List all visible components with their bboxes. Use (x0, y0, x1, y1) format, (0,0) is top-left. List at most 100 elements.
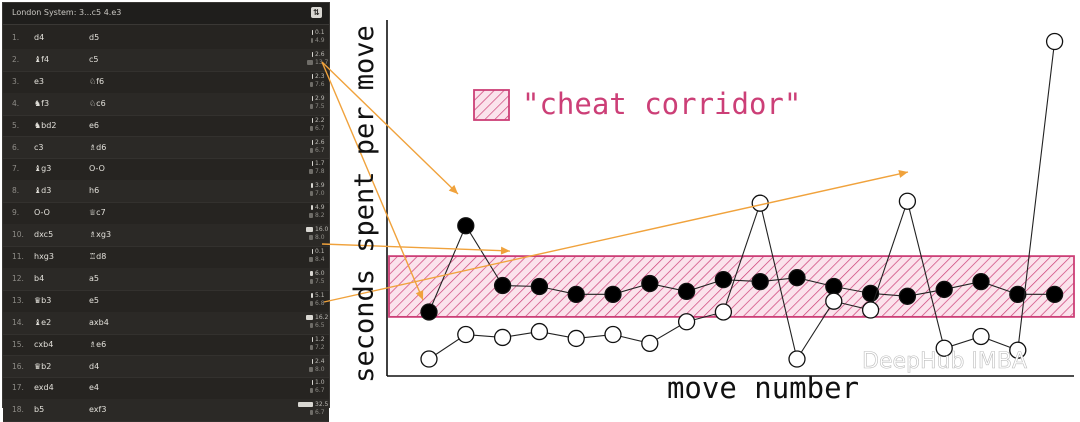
move-list-header: London System: 3...c5 4.e3 ⇅ (3, 3, 329, 25)
white-time: 3.9 (315, 182, 325, 190)
black-move[interactable]: e4 (89, 383, 100, 393)
black-time-bar (310, 322, 313, 328)
white-time: 1.0 (315, 379, 325, 387)
black-move[interactable]: ♕c7 (89, 208, 106, 218)
black-move[interactable]: ♗xg3 (89, 230, 112, 240)
black-time-bar (309, 235, 313, 241)
white-time-point (567, 329, 585, 348)
black-time-point (751, 272, 769, 291)
black-move[interactable]: e6 (89, 120, 100, 130)
white-time-bar (311, 161, 313, 167)
piece-icon: ♛ (34, 361, 42, 371)
move-row[interactable]: 16. ♛b2 d4 2.4 8.0 (3, 355, 329, 379)
black-time: 8.4 (315, 256, 325, 263)
black-time: 4.9 (315, 37, 325, 44)
series-black-times (420, 217, 1064, 321)
white-time: 0.1 (315, 248, 325, 255)
black-move[interactable]: O-O (89, 164, 105, 174)
black-move[interactable]: d4 (89, 361, 100, 371)
white-move[interactable]: ♝d3 (34, 186, 52, 196)
white-time: 2.3 (315, 72, 325, 80)
white-time-bar (311, 117, 313, 123)
piece-icon: ♝ (34, 186, 42, 196)
legend-label: "cheat corridor" (522, 87, 801, 121)
piece-icon: ♕ (89, 208, 97, 218)
move-number: 10. (12, 230, 24, 240)
move-number: 12. (12, 273, 24, 283)
white-time-bar (311, 336, 313, 342)
black-move[interactable]: e5 (89, 295, 100, 305)
white-time-bar (310, 292, 313, 298)
move-number: 7. (12, 164, 20, 174)
white-time-point (530, 322, 549, 341)
white-move[interactable]: ♛b2 (34, 361, 52, 371)
white-move[interactable]: ♞bd2 (34, 120, 57, 130)
black-move[interactable]: ♗e6 (89, 339, 107, 349)
series-white-times (420, 32, 1064, 368)
white-time-point (493, 328, 512, 347)
white-move[interactable]: c3 (34, 142, 44, 152)
black-move[interactable]: ♘f6 (89, 76, 105, 86)
black-time: 6.7 (315, 409, 325, 417)
white-time: 2.9 (315, 94, 325, 102)
opening-name: London System: 3...c5 4.e3 (12, 8, 122, 17)
arrow-move2-white (321, 61, 424, 301)
black-time-point (935, 280, 953, 299)
black-move[interactable]: ♗d6 (89, 142, 107, 152)
move-row[interactable]: 8. ♝d3 h6 3.9 7.0 (3, 180, 329, 204)
x-axis-label: move number (667, 371, 859, 405)
move-row[interactable]: 12. b4 a5 6.0 7.5 (3, 267, 329, 291)
white-time: 1.2 (315, 335, 325, 343)
black-move[interactable]: d5 (89, 33, 100, 42)
black-move[interactable]: a5 (89, 273, 99, 283)
black-move[interactable]: ♘c6 (89, 98, 106, 108)
black-move[interactable]: axb4 (89, 317, 109, 327)
arrow-move10-white (321, 243, 511, 255)
white-move[interactable]: exd4 (34, 383, 54, 393)
black-time-bar (309, 125, 313, 131)
white-move[interactable]: ♛b3 (34, 295, 52, 305)
white-move[interactable]: ♞f3 (34, 98, 50, 108)
white-move[interactable]: O-O (34, 208, 50, 218)
move-number: 4. (12, 98, 20, 108)
black-move[interactable]: ♖d8 (89, 252, 107, 261)
black-time: 8.0 (315, 365, 325, 373)
piece-icon: ♞ (34, 120, 42, 130)
white-move[interactable]: ♝e2 (34, 317, 52, 327)
move-row[interactable]: 10. dxc5 ♗xg3 16.0 8.0 (3, 224, 329, 247)
black-time-point (530, 277, 549, 296)
move-number: 13. (12, 295, 24, 305)
white-move[interactable]: e3 (34, 76, 45, 86)
white-move[interactable]: hxg3 (34, 252, 54, 261)
black-time-bar (309, 169, 313, 175)
white-move[interactable]: d4 (34, 33, 45, 42)
white-move[interactable]: cxb4 (34, 339, 54, 349)
white-time-bar (311, 73, 313, 79)
white-move[interactable]: ♝g3 (34, 164, 52, 174)
white-time-bar (311, 51, 313, 57)
move-row[interactable]: 14. ♝e2 axb4 16.2 6.5 (3, 311, 329, 335)
move-row[interactable]: 6. c3 ♗d6 2.6 6.7 (3, 136, 329, 160)
move-row[interactable]: 4. ♞f3 ♘c6 2.9 7.5 (3, 92, 329, 116)
white-move[interactable]: ♝f4 (34, 54, 50, 64)
white-time-point (457, 325, 475, 344)
move-list-panel: London System: 3...c5 4.e3 ⇅ 1. d4 d5 0.1 4.… (2, 2, 330, 422)
move-number: 14. (12, 317, 24, 327)
piece-icon: ♘ (89, 98, 97, 108)
black-move[interactable]: c5 (89, 54, 99, 64)
white-move[interactable]: dxc5 (34, 230, 54, 240)
move-row[interactable]: 2. ♝f4 c5 2.6 13.7 (3, 48, 329, 72)
black-time-bar (309, 213, 313, 219)
white-time-bar (310, 205, 313, 211)
flip-board-icon[interactable]: ⇅ (311, 7, 322, 18)
black-move[interactable]: h6 (89, 186, 100, 196)
piece-icon: ♗ (89, 142, 97, 152)
black-time-point (420, 303, 438, 321)
black-time-point (788, 269, 806, 287)
white-time: 0.1 (315, 29, 325, 36)
move-number: 11. (12, 252, 24, 261)
white-time-point (714, 303, 733, 321)
white-time-point (641, 334, 659, 352)
white-time-point (604, 325, 622, 344)
white-move[interactable]: b4 (34, 273, 45, 283)
